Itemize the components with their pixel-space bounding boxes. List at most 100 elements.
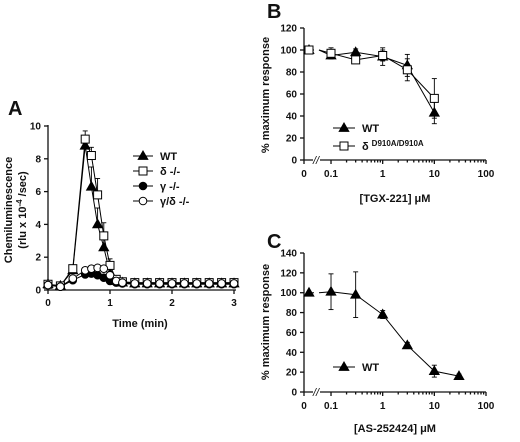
panel-c-axis-break: //	[312, 387, 320, 399]
panel-a-legend-label: δ -/-	[160, 166, 180, 178]
panel-c-y-tick-label: 140	[280, 249, 297, 260]
panel-a-legend: WT δ -/- γ -/- γ/δ -/-	[133, 149, 190, 208]
panel-c-x-tick-label: 100	[478, 401, 495, 412]
panel-a-y-tick-label: 10	[30, 122, 42, 133]
panel-a-legend-label: γ/δ -/-	[160, 196, 190, 208]
panel-letter-c: C	[267, 231, 281, 253]
panel-b-y-tick-label: 20	[286, 134, 298, 145]
panel-a-y-title-line2: (rlu x 10-4 /sec)	[15, 171, 29, 249]
panel-a-y-tick-label: 8	[35, 154, 41, 165]
panel-a-x-tick-label: 0	[45, 298, 51, 309]
panel-c-data-point	[377, 308, 389, 319]
panel-a-data-point	[86, 151, 96, 161]
panel-c-y-tick-label: 120	[280, 268, 297, 279]
panel-b-x-tick-label: 100	[478, 169, 495, 180]
panel-c-data-point	[428, 365, 440, 376]
panel-a-y-tick-label: 2	[35, 253, 41, 264]
panel-c-x-title: [AS-252424] μM	[354, 423, 436, 435]
panel-c-series-line	[309, 291, 460, 377]
panel-b-x-tick-label: 0	[301, 169, 307, 180]
panel-b-chart: 0 20 40 60 80 100 120 0 0.1 1 10 100 // % maximum r…	[260, 24, 495, 206]
panel-c-data-point	[303, 286, 315, 297]
panel-b-legend-marker	[339, 141, 349, 151]
panel-a-data-point	[192, 279, 202, 288]
panel-b-legend-marker	[338, 121, 350, 132]
panel-a-data-point	[99, 231, 109, 241]
panel-a-y-tick-label: 4	[35, 220, 41, 231]
panel-c-data-point	[453, 370, 465, 381]
panel-a-data-point	[93, 190, 103, 200]
panel-c-data-point	[325, 285, 337, 296]
panel-b-series	[304, 45, 439, 119]
panel-b-x-tick-label: 0.1	[324, 169, 338, 180]
panel-c-legend: WT	[333, 360, 379, 374]
panel-c-data-point	[350, 288, 362, 299]
panel-a-data-point	[130, 279, 140, 288]
panel-c-y-tick-label: 100	[280, 288, 297, 299]
panel-a-data-point	[91, 218, 104, 229]
panel-b-y-tick-label: 40	[286, 112, 298, 123]
panel-b-data-point	[304, 45, 314, 55]
panel-b-legend-label: δ D910A/D910A	[362, 139, 424, 153]
panel-a-data-point	[105, 270, 115, 280]
panel-c-y-title: % maximum response	[260, 264, 272, 380]
panel-a-chart: 0 2 4 6 8 10 0 1 2 3 Chemiluminescence (rlu x 10…	[3, 122, 240, 330]
panel-b-legend-label: WT	[362, 123, 379, 135]
panel-b-data-point	[378, 51, 388, 60]
panel-b-y-tick-label: 0	[291, 156, 297, 167]
panel-b-data-point	[350, 46, 362, 57]
panel-a-data-point	[85, 180, 98, 191]
panel-b-axis-break: //	[312, 155, 320, 167]
panel-a-data-point	[80, 134, 90, 144]
panel-c-chart: 0 20 40 60 80 100 120 140 0 0.1 1 10 100 // % maximu…	[260, 249, 495, 436]
panel-a-data-point	[142, 279, 152, 288]
panel-c-y-tick-label: 60	[286, 328, 298, 339]
panel-b-x-title: [TGX-221] μM	[360, 193, 431, 205]
panel-letter-b: B	[267, 1, 281, 23]
panel-b-y-tick-label: 120	[280, 24, 297, 35]
panel-a-legend-label: γ -/-	[160, 181, 180, 193]
panel-c-axis-break-gap	[313, 389, 320, 395]
panel-b-y-tick-label: 80	[286, 68, 298, 79]
panel-c-y-tick-label: 0	[291, 388, 297, 399]
panel-c-x-tick-label: 0.1	[324, 401, 338, 412]
panel-a-data-point	[43, 280, 53, 290]
panel-a-legend-marker	[138, 166, 148, 176]
panel-a-y-tick-label: 0	[35, 286, 41, 297]
panel-b-y-tick-label: 100	[280, 46, 297, 57]
panel-b-data-point	[326, 48, 336, 58]
panel-b-y-title: % maximum response	[260, 37, 272, 153]
panel-b-axis-break-gap	[313, 157, 320, 163]
panel-a-legend-label: WT	[160, 151, 177, 163]
panel-a-legend-marker	[138, 196, 148, 206]
panel-a-x-tick-label: 2	[169, 298, 175, 309]
panel-c-x-tick-label: 1	[380, 401, 386, 412]
panel-b-legend: WT δ D910A/D910A	[333, 121, 424, 153]
panel-a-x-tick-label: 3	[231, 298, 237, 309]
panel-a-legend-marker	[138, 181, 148, 191]
panel-a-y-title-line1: Chemiluminescence	[3, 157, 15, 263]
panel-a-data-point	[99, 264, 109, 273]
panel-c-series	[303, 271, 465, 381]
panel-c-x-tick-label: 0	[301, 401, 307, 412]
panel-a-data-point	[229, 279, 239, 288]
panel-a-series-line	[47, 138, 234, 287]
panel-b-x-tick-label: 10	[429, 169, 441, 180]
panel-a-data-point	[118, 278, 127, 287]
panel-b-data-point	[351, 55, 361, 65]
panel-b-x-tick-label: 1	[380, 169, 386, 180]
panel-a-data-point	[204, 279, 214, 288]
panel-c-y-tick-label: 80	[286, 308, 298, 319]
panel-a-data-point	[155, 279, 164, 288]
panel-c-legend-label: WT	[362, 362, 379, 374]
panel-c-y-tick-label: 20	[286, 368, 298, 379]
panel-letter-a: A	[8, 98, 22, 120]
panel-a-data-point	[167, 279, 177, 288]
panel-a-x-title: Time (min)	[112, 318, 168, 330]
panel-a-data-point	[68, 274, 78, 283]
panel-b-series-line	[309, 49, 435, 113]
panel-c-y-tick-label: 40	[286, 348, 298, 359]
panel-a-data-point	[180, 279, 189, 288]
panel-c-data-point	[401, 339, 413, 350]
